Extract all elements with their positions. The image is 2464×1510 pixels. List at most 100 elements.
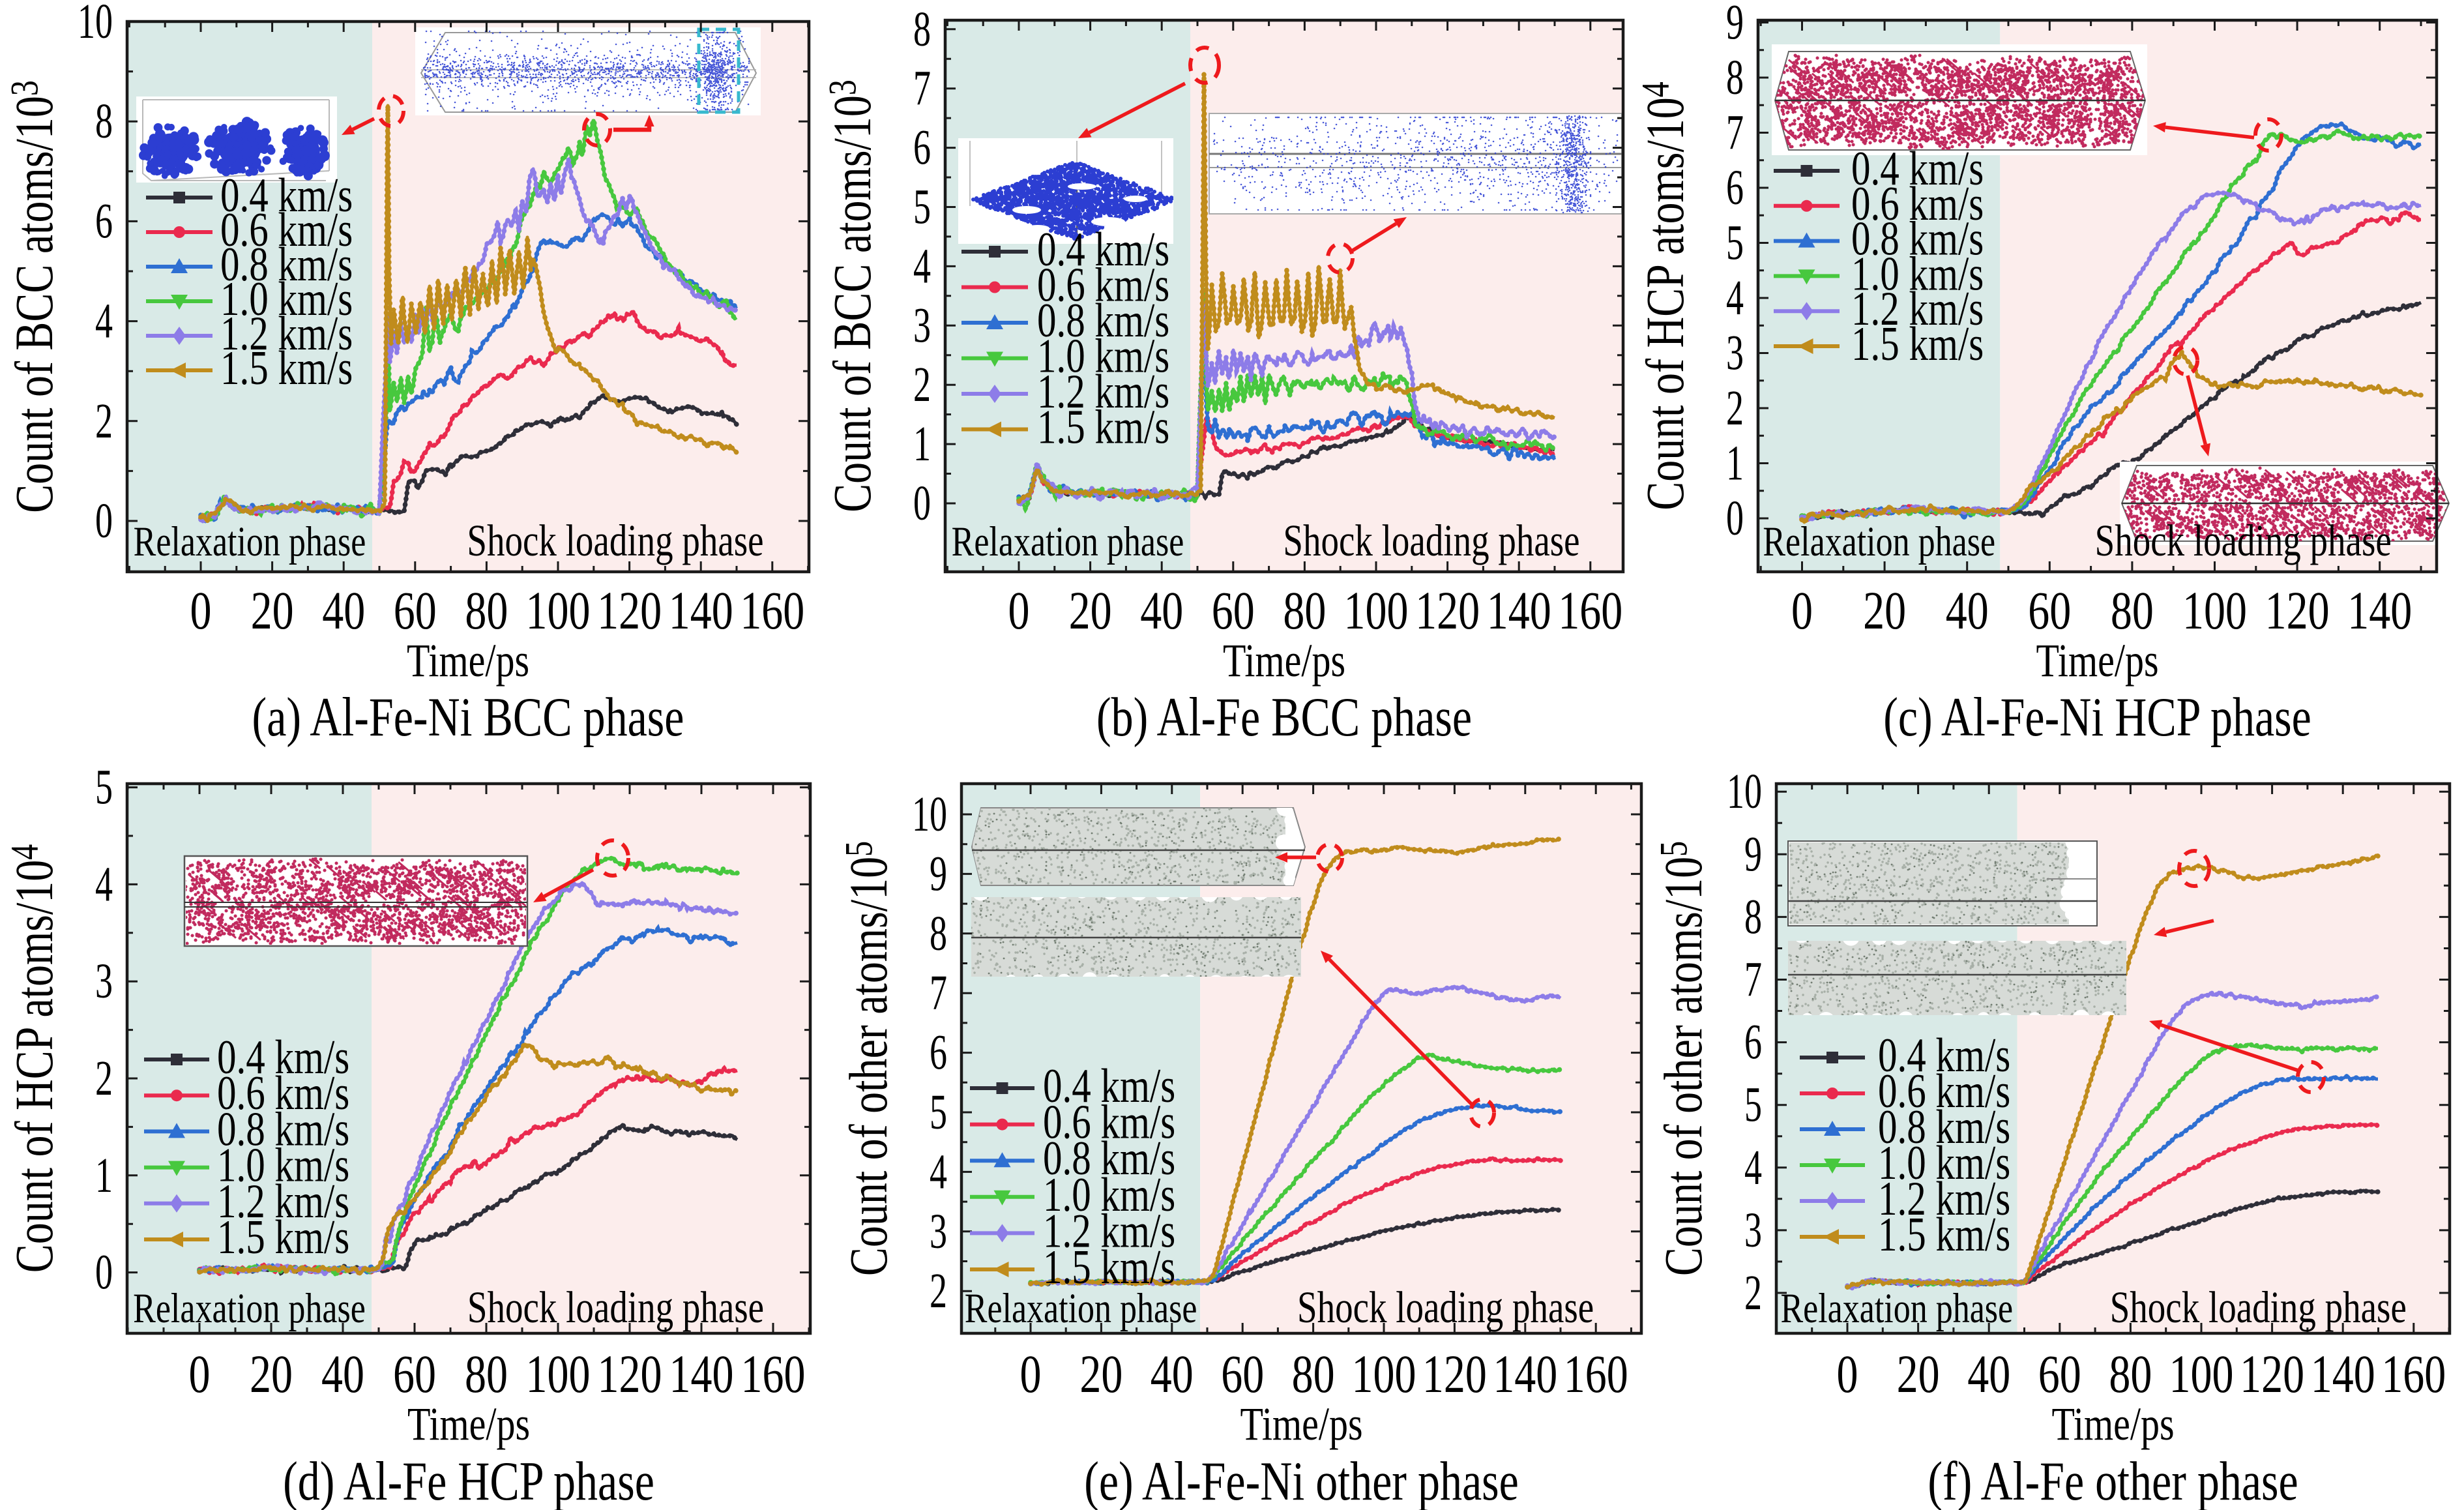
- svg-text:20: 20: [1069, 581, 1112, 641]
- svg-text:60: 60: [2028, 581, 2071, 641]
- svg-text:Time/ps: Time/ps: [2051, 1398, 2174, 1451]
- svg-text:1: 1: [95, 1148, 113, 1203]
- svg-text:20: 20: [1863, 581, 1906, 641]
- svg-text:5: 5: [95, 760, 113, 815]
- svg-text:80: 80: [465, 581, 508, 641]
- svg-text:80: 80: [1292, 1344, 1335, 1404]
- svg-text:9: 9: [930, 846, 947, 901]
- svg-text:0.6 km/s: 0.6 km/s: [217, 1067, 349, 1120]
- svg-text:(b) Al-Fe BCC phase: (b) Al-Fe BCC phase: [1096, 686, 1472, 748]
- svg-text:(e) Al-Fe-Ni other phase: (e) Al-Fe-Ni other phase: [1084, 1450, 1519, 1510]
- svg-text:160: 160: [741, 1344, 806, 1404]
- svg-text:5: 5: [1744, 1078, 1762, 1132]
- svg-text:0.8 km/s: 0.8 km/s: [220, 238, 353, 291]
- svg-text:1.2 km/s: 1.2 km/s: [220, 307, 353, 361]
- svg-text:1.0 km/s: 1.0 km/s: [1851, 247, 1984, 301]
- svg-text:Relaxation phase: Relaxation phase: [952, 518, 1184, 565]
- svg-text:1.0 km/s: 1.0 km/s: [1878, 1136, 2010, 1190]
- svg-text:6: 6: [95, 194, 113, 248]
- svg-text:Time/ps: Time/ps: [1240, 1398, 1362, 1451]
- svg-text:0: 0: [189, 1344, 211, 1404]
- svg-text:100: 100: [1352, 1344, 1416, 1404]
- svg-text:4: 4: [1726, 271, 1744, 325]
- svg-text:6: 6: [913, 121, 931, 175]
- svg-text:60: 60: [1221, 1344, 1264, 1404]
- svg-text:0.6 km/s: 0.6 km/s: [1878, 1065, 2010, 1118]
- svg-text:7: 7: [1744, 952, 1762, 1007]
- svg-text:1: 1: [1726, 436, 1744, 490]
- svg-text:40: 40: [1946, 581, 1989, 641]
- svg-text:Count of BCC atoms/103: Count of BCC atoms/103: [821, 80, 882, 512]
- svg-text:0.4 km/s: 0.4 km/s: [1851, 142, 1984, 196]
- svg-text:120: 120: [598, 1344, 662, 1404]
- svg-text:140: 140: [2347, 581, 2412, 641]
- svg-text:0: 0: [1837, 1344, 1858, 1404]
- svg-text:3: 3: [1744, 1203, 1762, 1258]
- svg-text:8: 8: [930, 906, 947, 961]
- svg-text:Relaxation phase: Relaxation phase: [134, 518, 366, 565]
- svg-text:80: 80: [2111, 581, 2154, 641]
- svg-text:Shock loading phase: Shock loading phase: [2110, 1283, 2407, 1332]
- svg-text:100: 100: [526, 581, 591, 641]
- svg-text:Time/ps: Time/ps: [1223, 634, 1345, 687]
- svg-text:4: 4: [930, 1144, 947, 1199]
- svg-text:Shock loading phase: Shock loading phase: [467, 1283, 764, 1332]
- svg-text:9: 9: [1726, 0, 1744, 50]
- svg-text:140: 140: [669, 581, 733, 641]
- svg-text:1.0 km/s: 1.0 km/s: [217, 1138, 349, 1192]
- svg-text:0.8 km/s: 0.8 km/s: [1878, 1101, 2010, 1154]
- svg-text:0: 0: [95, 1245, 113, 1300]
- svg-text:1.5 km/s: 1.5 km/s: [1851, 318, 1984, 371]
- svg-text:0.4 km/s: 0.4 km/s: [1878, 1029, 2010, 1082]
- svg-text:3: 3: [1726, 325, 1744, 380]
- svg-text:1.5 km/s: 1.5 km/s: [220, 342, 353, 395]
- svg-text:120: 120: [2265, 581, 2330, 641]
- svg-text:5: 5: [1726, 215, 1744, 270]
- svg-text:1.5 km/s: 1.5 km/s: [1037, 400, 1169, 454]
- svg-text:Time/ps: Time/ps: [2036, 634, 2158, 687]
- svg-text:40: 40: [1140, 581, 1183, 641]
- svg-text:0.8 km/s: 0.8 km/s: [1851, 212, 1984, 265]
- svg-text:0: 0: [1791, 581, 1813, 641]
- svg-text:140: 140: [2311, 1344, 2375, 1404]
- svg-text:(c) Al-Fe-Ni HCP phase: (c) Al-Fe-Ni HCP phase: [1883, 686, 2311, 748]
- svg-text:120: 120: [2240, 1344, 2304, 1404]
- svg-text:40: 40: [322, 581, 365, 641]
- svg-text:60: 60: [2038, 1344, 2081, 1404]
- svg-text:2: 2: [913, 357, 931, 412]
- svg-text:Relaxation phase: Relaxation phase: [133, 1285, 366, 1332]
- svg-text:7: 7: [1726, 105, 1744, 160]
- svg-text:0.6 km/s: 0.6 km/s: [1043, 1095, 1175, 1149]
- svg-text:1.2 km/s: 1.2 km/s: [1878, 1172, 2010, 1226]
- svg-text:0.6 km/s: 0.6 km/s: [1851, 177, 1984, 231]
- svg-text:160: 160: [740, 581, 804, 641]
- svg-text:4: 4: [1744, 1140, 1762, 1195]
- svg-text:(a) Al-Fe-Ni BCC phase: (a) Al-Fe-Ni BCC phase: [252, 686, 684, 748]
- svg-text:1.0 km/s: 1.0 km/s: [1037, 329, 1169, 383]
- svg-text:2: 2: [930, 1264, 947, 1318]
- svg-text:0: 0: [913, 476, 931, 531]
- svg-text:1: 1: [913, 417, 931, 471]
- svg-text:10: 10: [912, 787, 947, 842]
- svg-text:Shock loading phase: Shock loading phase: [1283, 516, 1579, 565]
- svg-text:7: 7: [913, 61, 931, 116]
- svg-text:60: 60: [1212, 581, 1255, 641]
- svg-text:(d) Al-Fe HCP phase: (d) Al-Fe HCP phase: [283, 1450, 654, 1510]
- svg-text:6: 6: [1726, 160, 1744, 215]
- svg-text:20: 20: [1079, 1344, 1122, 1404]
- svg-text:40: 40: [1151, 1344, 1194, 1404]
- svg-text:3: 3: [913, 298, 931, 353]
- svg-text:Relaxation phase: Relaxation phase: [1763, 518, 1995, 565]
- svg-text:60: 60: [394, 581, 437, 641]
- svg-text:80: 80: [1283, 581, 1326, 641]
- svg-text:4: 4: [95, 294, 113, 349]
- svg-text:2: 2: [95, 1051, 113, 1106]
- svg-text:2: 2: [95, 394, 113, 449]
- svg-text:4: 4: [913, 239, 931, 293]
- svg-text:0: 0: [95, 494, 113, 548]
- svg-text:100: 100: [1344, 581, 1409, 641]
- svg-text:1.2 km/s: 1.2 km/s: [1037, 365, 1169, 419]
- svg-text:8: 8: [1744, 889, 1762, 944]
- svg-text:8: 8: [95, 94, 113, 149]
- svg-text:20: 20: [251, 581, 294, 641]
